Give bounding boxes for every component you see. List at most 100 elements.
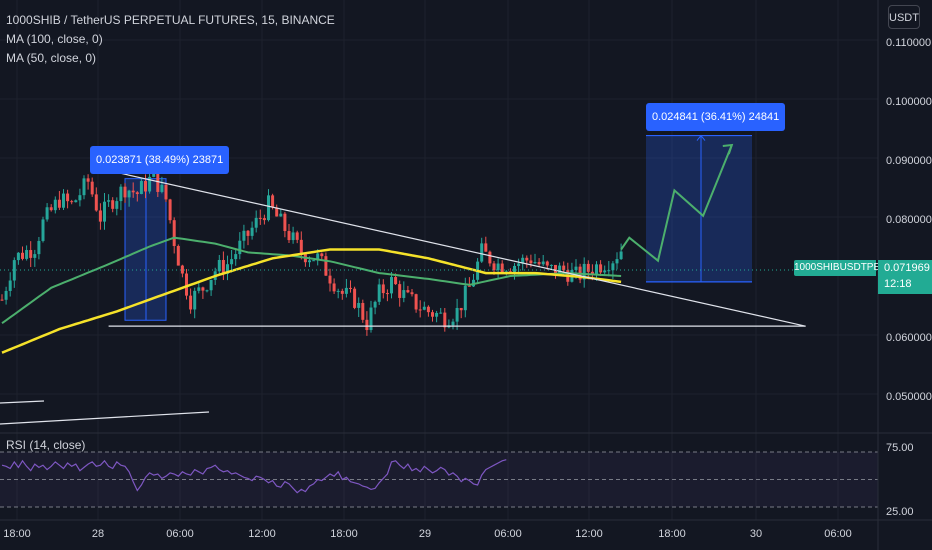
candle-body	[139, 181, 143, 195]
candle-body	[480, 243, 484, 262]
rsi-pane	[0, 451, 878, 508]
candle-body	[127, 190, 131, 198]
candle-body	[168, 199, 172, 221]
candle-body	[217, 259, 221, 272]
candle-body	[271, 195, 275, 208]
candle-body	[508, 271, 512, 273]
candle-body	[459, 307, 463, 311]
candle-body	[90, 181, 94, 195]
rsi-legend[interactable]: RSI (14, close)	[6, 438, 86, 452]
rising-line-long[interactable]	[0, 411, 210, 425]
candle-body	[279, 213, 283, 217]
ma100-line	[1, 248, 622, 354]
candle-body	[160, 184, 164, 192]
candle-body	[221, 259, 225, 274]
time-tick-label: 18:00	[3, 528, 31, 540]
candle-body	[299, 239, 303, 255]
candle-body	[496, 263, 500, 271]
candle-body	[287, 231, 291, 241]
candle-body	[398, 284, 402, 298]
candle-body	[463, 285, 467, 311]
currency-button[interactable]: USDT	[888, 5, 920, 29]
candle-body	[172, 220, 176, 247]
rsi-tick-label: 75.00	[886, 442, 914, 454]
candle-body	[8, 280, 12, 291]
rsi-line	[1, 459, 507, 494]
time-tick-label: 12:00	[575, 528, 603, 540]
candle-body	[258, 217, 262, 219]
candle-body	[418, 309, 422, 311]
candle-body	[53, 199, 57, 211]
time-tick-label: 06:00	[824, 528, 852, 540]
candle-body	[537, 262, 541, 265]
candle-body	[230, 259, 234, 265]
candle-body	[254, 217, 258, 228]
ma50-legend[interactable]: MA (50, close, 0)	[6, 51, 97, 65]
descending-trendline[interactable]	[120, 172, 806, 327]
candle-body	[316, 253, 320, 261]
measure-label-left: 0.023871 (38.49%) 23871	[90, 146, 230, 174]
candle-body	[70, 201, 74, 203]
projection-path[interactable]	[620, 144, 733, 263]
projection-arrowhead	[722, 143, 734, 155]
candle-body	[115, 201, 119, 209]
candle-body	[402, 290, 406, 298]
candle-body	[435, 312, 439, 317]
candle-body	[119, 186, 123, 202]
candle-body	[517, 263, 521, 266]
price-tick-label: 0.080000	[886, 214, 932, 226]
candle-body	[586, 263, 590, 272]
candle-body	[45, 207, 49, 220]
candle-body	[554, 264, 557, 275]
candle-body	[529, 260, 533, 264]
candle-body	[189, 295, 193, 310]
candle-body	[308, 260, 311, 263]
candle-body	[62, 193, 65, 208]
ma100-legend[interactable]: MA (100, close, 0)	[6, 32, 103, 46]
candle-body	[390, 277, 393, 294]
time-tick-label: 29	[418, 528, 432, 540]
candle-body	[369, 307, 373, 331]
candle-body	[176, 246, 180, 266]
candle-body	[574, 266, 578, 271]
candle-body	[193, 290, 197, 310]
candle-body	[365, 319, 369, 331]
candle-body	[180, 265, 184, 274]
candle-body	[590, 271, 594, 275]
candle-body	[562, 265, 566, 271]
candle-body	[234, 254, 238, 260]
candle-body	[238, 240, 242, 255]
candle-body	[226, 264, 229, 274]
candle-body	[603, 270, 607, 273]
candle-body	[541, 261, 545, 265]
candle-body	[410, 292, 414, 295]
price-tick-label: 0.100000	[886, 96, 932, 108]
candle-body	[201, 287, 205, 291]
candle-body	[607, 270, 611, 272]
candle-body	[488, 251, 492, 264]
candle-body	[86, 178, 90, 182]
candle-body	[57, 199, 61, 208]
candle-body	[275, 207, 279, 217]
candle-body	[549, 264, 553, 266]
chart-title[interactable]: 1000SHIB / TetherUS PERPETUAL FUTURES, 1…	[6, 13, 335, 27]
rising-line-short[interactable]	[0, 400, 45, 404]
time-tick-label: 06:00	[166, 528, 194, 540]
candle-body	[344, 287, 348, 294]
last-price-value: 0.071969	[884, 262, 930, 274]
candle-body	[599, 264, 603, 273]
price-tick-label: 0.050000	[886, 391, 932, 403]
measure-box-left[interactable]	[124, 178, 167, 321]
candle-body	[431, 312, 434, 317]
candle-body	[349, 287, 352, 289]
candle-body	[545, 261, 549, 266]
candle-body	[283, 213, 287, 232]
time-tick-label: 12:00	[248, 528, 276, 540]
candle-body	[381, 284, 385, 294]
candle-body	[414, 294, 418, 310]
candle-body	[332, 283, 336, 292]
candle-body	[336, 290, 340, 292]
price-tick-label: 0.110000	[886, 37, 932, 49]
measure-box-right[interactable]	[646, 134, 752, 283]
